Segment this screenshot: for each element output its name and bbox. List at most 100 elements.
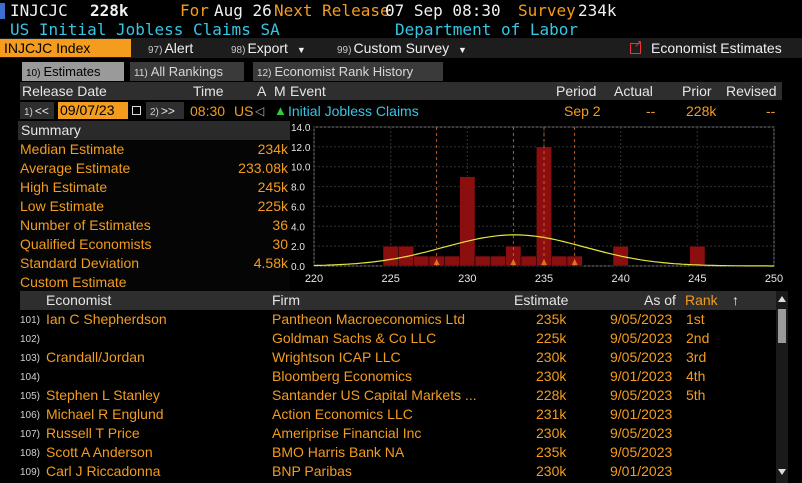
- tab-economist-rank-history-label: Economist Rank History: [274, 64, 414, 79]
- histogram-bar: [551, 255, 568, 267]
- y-tick-label: 14.0: [291, 123, 311, 134]
- as-of-date: 9/05/2023: [610, 311, 673, 327]
- bell-icon[interactable]: ▲: [274, 103, 287, 118]
- menu-bar: INJCJC Index 97) Alert 98) Export ▼ 99) Cus…: [0, 38, 802, 58]
- period-header: Period: [556, 83, 597, 99]
- tab-estimates[interactable]: 10) Estimates: [22, 62, 124, 81]
- tab-all-rankings[interactable]: 11) All Rankings: [130, 62, 244, 81]
- x-tick-label: 225: [381, 273, 399, 285]
- table-row[interactable]: 106) Michael R Englund Action Economics LL…: [20, 405, 776, 424]
- histogram-bar: [444, 255, 460, 267]
- row-number: 105): [20, 391, 41, 402]
- scroll-up-icon[interactable]: [778, 296, 786, 302]
- estimate-marker: [510, 259, 517, 265]
- firm-column-header[interactable]: Firm: [272, 292, 300, 308]
- release-date-header: Release Date: [22, 83, 107, 99]
- table-row[interactable]: 103) Crandall/Jordan Wrightson ICAP LLC 230…: [20, 348, 776, 367]
- summary-value: 4.58k: [253, 255, 288, 271]
- next-release-value: 07 Sep 08:30: [385, 1, 501, 20]
- speaker-icon[interactable]: ◁: [255, 104, 265, 118]
- as-of-column-header[interactable]: As of: [644, 292, 676, 308]
- estimate-marker: [541, 259, 547, 265]
- sort-asc-icon[interactable]: ↑: [732, 292, 739, 308]
- rank-value: 2nd: [686, 330, 710, 346]
- firm-name: BMO Harris Bank NA: [272, 444, 405, 460]
- economist-column-header[interactable]: Economist: [46, 292, 112, 308]
- summary-panel: Summary: [18, 121, 290, 291]
- export-button[interactable]: 98) Export ▼: [231, 39, 306, 57]
- table-scrollbar[interactable]: [776, 291, 788, 483]
- alert-button[interactable]: 97) Alert: [148, 39, 193, 57]
- economist-estimates-button[interactable]: ↗ Economist Estimates: [630, 39, 782, 57]
- summary-row: Low Estimate 225k: [18, 197, 290, 216]
- rank-value: 4th: [686, 368, 706, 384]
- table-row[interactable]: 109) Carl J Riccadonna BNP Paribas 230k 9/01…: [20, 462, 776, 481]
- summary-value: 234k: [257, 141, 288, 157]
- custom-survey-button[interactable]: 99) Custom Survey ▼: [337, 39, 467, 57]
- prev-release-num: 1): [24, 107, 33, 118]
- summary-label: Custom Estimate: [20, 274, 127, 290]
- time-header: Time: [193, 83, 224, 99]
- calendar-icon[interactable]: [132, 106, 141, 115]
- release-event[interactable]: Initial Jobless Claims: [288, 103, 419, 119]
- table-row[interactable]: 108) Scott A Anderson BMO Harris Bank NA 23…: [20, 443, 776, 462]
- estimate-histogram: 0.0 2.0 4.0 6.0 8.0 10.0 12.0 14.0 220 225 230 235 2…: [291, 123, 783, 285]
- summary-row: Median Estimate 234k: [18, 140, 290, 159]
- last-value: 228k: [90, 1, 129, 20]
- economist-estimates-label: Economist Estimates: [651, 40, 782, 56]
- a-header: A: [257, 83, 267, 99]
- as-of-date: 9/05/2023: [610, 387, 673, 403]
- table-row[interactable]: 101) Ian C Shepherdson Pantheon Macroecono…: [20, 310, 776, 329]
- estimate-marker: [571, 259, 578, 265]
- prev-release-button[interactable]: 1) <<: [20, 102, 54, 119]
- summary-row: High Estimate 245k: [18, 178, 290, 197]
- economist-name: Carl J Riccadonna: [46, 463, 161, 479]
- export-label: Export: [247, 40, 288, 56]
- row-number: 102): [20, 334, 41, 345]
- summary-value: 30: [272, 236, 288, 252]
- estimate-column-header[interactable]: Estimate: [514, 292, 569, 308]
- table-row[interactable]: 104) Bloomberg Economics 230k 9/01/2023 4th: [20, 367, 776, 386]
- tab-economist-rank-history[interactable]: 12) Economist Rank History: [253, 62, 443, 81]
- index-label: INJCJC Index: [4, 40, 91, 56]
- row-number: 106): [20, 410, 41, 421]
- summary-label: High Estimate: [20, 179, 108, 195]
- next-release-arrows: >>: [160, 104, 175, 118]
- table-row[interactable]: 107) Russell T Price Ameriprise Financial …: [20, 424, 776, 443]
- estimate-value: 230k: [536, 425, 567, 441]
- estimate-value: 231k: [536, 406, 567, 422]
- economist-table: 101) Ian C Shepherdson Pantheon Macroecono…: [20, 310, 776, 483]
- release-revised: --: [766, 103, 776, 119]
- firm-name: Action Economics LLC: [272, 406, 413, 422]
- popout-icon: ↗: [630, 40, 642, 54]
- revised-header: Revised: [726, 83, 777, 99]
- release-date-input[interactable]: 09/07/23: [58, 102, 128, 119]
- prev-release-arrows: <<: [34, 104, 49, 118]
- histogram-bar: [520, 255, 537, 267]
- as-of-date: 9/05/2023: [610, 330, 673, 346]
- release-date-value: 09/07/23: [60, 102, 115, 118]
- tab-economist-rank-history-num: 12): [257, 68, 272, 79]
- row-number: 109): [20, 467, 41, 478]
- export-num: 98): [231, 45, 246, 56]
- scroll-down-icon[interactable]: [778, 469, 786, 475]
- estimate-value: 228k: [536, 387, 567, 403]
- for-label: For: [180, 1, 209, 20]
- index-button[interactable]: INJCJC Index: [0, 39, 131, 57]
- economist-name: Crandall/Jordan: [46, 349, 145, 365]
- table-row[interactable]: 105) Stephen L Stanley Santander US Capita…: [20, 386, 776, 405]
- x-tick-label: 235: [535, 273, 553, 285]
- scroll-thumb[interactable]: [778, 309, 786, 343]
- table-row[interactable]: 102) Goldman Sachs & Co LLC 225k 9/05/2023 2…: [20, 329, 776, 348]
- release-country: US: [234, 103, 254, 119]
- summary-row: Custom Estimate: [18, 273, 290, 292]
- next-release-button[interactable]: 2) >>: [146, 102, 184, 119]
- actual-header: Actual: [614, 83, 653, 99]
- rank-column-header[interactable]: Rank: [685, 292, 718, 308]
- source-name: Department of Labor: [395, 20, 579, 39]
- alert-num: 97): [148, 45, 163, 56]
- tab-estimates-num: 10): [26, 68, 41, 79]
- firm-name: Santander US Capital Markets ...: [272, 387, 477, 403]
- economist-name: Scott A Anderson: [46, 444, 153, 460]
- economist-name: Ian C Shepherdson: [46, 311, 167, 327]
